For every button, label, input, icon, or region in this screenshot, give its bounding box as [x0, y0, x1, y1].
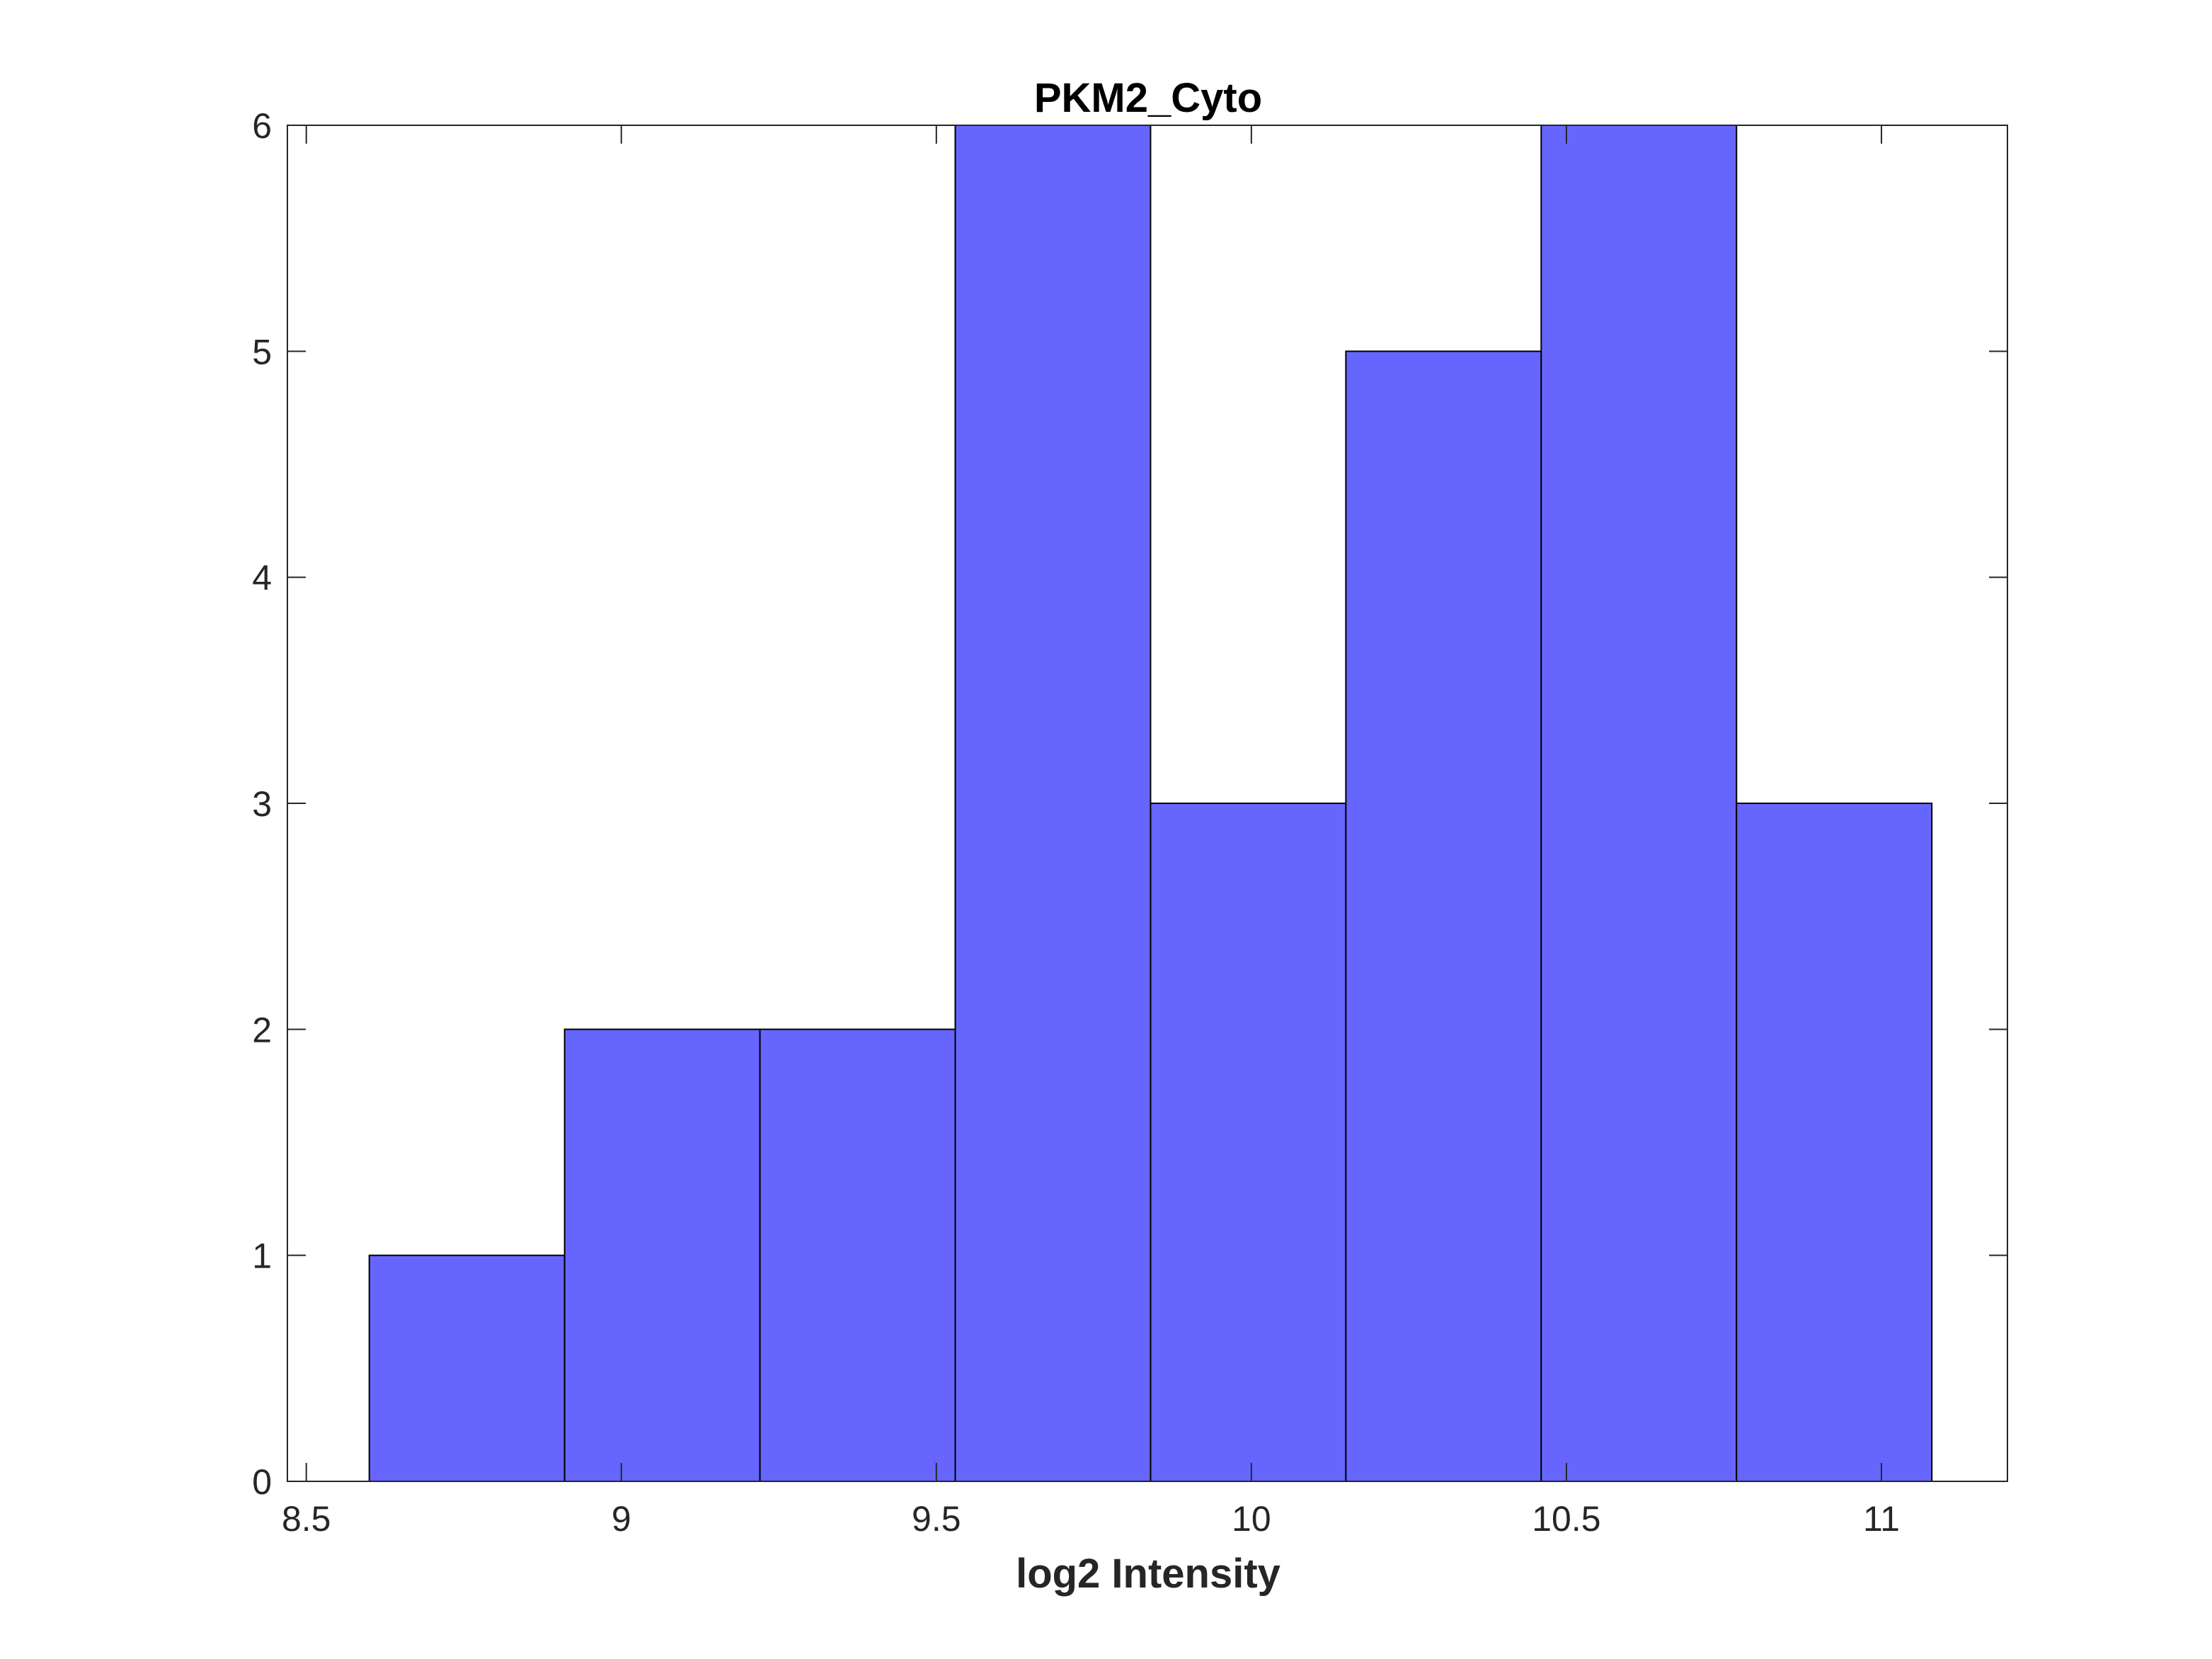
x-axis-title: log2 Intensity: [1016, 1551, 1280, 1597]
histogram-bar: [954, 125, 1152, 1482]
y-axis-ticks: 0 1 2 3 4 5 6: [252, 106, 2007, 1502]
y-tick-label: 1: [252, 1236, 272, 1276]
y-tick-label: 4: [252, 558, 272, 598]
x-axis-ticks: 8.5 9 9.5 10 10.5 11: [282, 125, 1900, 1539]
x-tick-label: 8.5: [282, 1499, 331, 1539]
y-tick-label: 6: [252, 106, 272, 146]
y-tick-label: 5: [252, 332, 272, 372]
chart-title: PKM2_Cyto: [1034, 75, 1262, 121]
histogram-bar: [759, 1028, 956, 1483]
histogram-bar: [1150, 803, 1347, 1482]
histogram-bar: [368, 1254, 566, 1482]
x-tick-label: 9: [612, 1499, 631, 1539]
histogram-bar: [1345, 350, 1542, 1482]
x-tick-label: 11: [1863, 1499, 1900, 1539]
histogram-bar: [1540, 125, 1738, 1482]
x-tick-label: 9.5: [912, 1499, 961, 1539]
histogram-bar: [563, 1028, 761, 1483]
histogram-bar: [1736, 803, 1933, 1482]
y-tick-label: 3: [252, 784, 272, 824]
histogram-bars: [368, 125, 1933, 1483]
y-tick-label: 0: [252, 1462, 272, 1502]
y-tick-label: 2: [252, 1010, 272, 1050]
x-tick-label: 10.5: [1532, 1499, 1600, 1539]
x-tick-label: 10: [1232, 1499, 1271, 1539]
